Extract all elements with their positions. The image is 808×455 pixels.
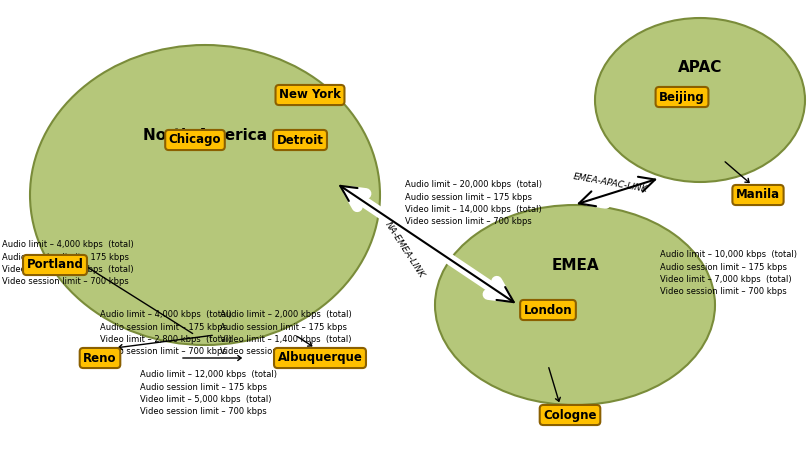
Text: APAC: APAC <box>678 60 722 75</box>
Text: Audio limit – 10,000 kbps  (total)
Audio session limit – 175 kbps
Video limit – : Audio limit – 10,000 kbps (total) Audio … <box>660 250 797 297</box>
Text: Audio limit – 12,000 kbps  (total)
Audio session limit – 175 kbps
Video limit – : Audio limit – 12,000 kbps (total) Audio … <box>140 370 277 416</box>
Ellipse shape <box>435 205 715 405</box>
Text: Albuquerque: Albuquerque <box>278 352 363 364</box>
Text: NA-EMEA-LINK: NA-EMEA-LINK <box>384 220 427 280</box>
Text: Chicago: Chicago <box>169 133 221 147</box>
Ellipse shape <box>30 45 380 345</box>
Text: Manila: Manila <box>736 188 780 202</box>
Text: Beijing: Beijing <box>659 91 705 103</box>
Ellipse shape <box>595 18 805 182</box>
Text: London: London <box>524 303 572 317</box>
Text: North America: North America <box>143 127 267 142</box>
Text: Reno: Reno <box>83 352 116 364</box>
Text: Audio limit – 2,000 kbps  (total)
Audio session limit – 175 kbps
Video limit – 1: Audio limit – 2,000 kbps (total) Audio s… <box>220 310 351 357</box>
Text: Audio limit – 4,000 kbps  (total)
Audio session limit – 175 kbps
Video limit – 2: Audio limit – 4,000 kbps (total) Audio s… <box>100 310 232 357</box>
Text: Cologne: Cologne <box>543 409 597 421</box>
Text: Audio limit – 4,000 kbps  (total)
Audio session limit – 175 kbps
Video limit – 2: Audio limit – 4,000 kbps (total) Audio s… <box>2 240 134 287</box>
Text: Portland: Portland <box>27 258 83 272</box>
Text: EMEA-APAC-LINK: EMEA-APAC-LINK <box>572 172 648 194</box>
Text: New York: New York <box>279 89 341 101</box>
Text: Detroit: Detroit <box>276 133 323 147</box>
Text: Audio limit – 20,000 kbps  (total)
Audio session limit – 175 kbps
Video limit – : Audio limit – 20,000 kbps (total) Audio … <box>405 180 542 227</box>
Text: EMEA: EMEA <box>551 258 599 273</box>
